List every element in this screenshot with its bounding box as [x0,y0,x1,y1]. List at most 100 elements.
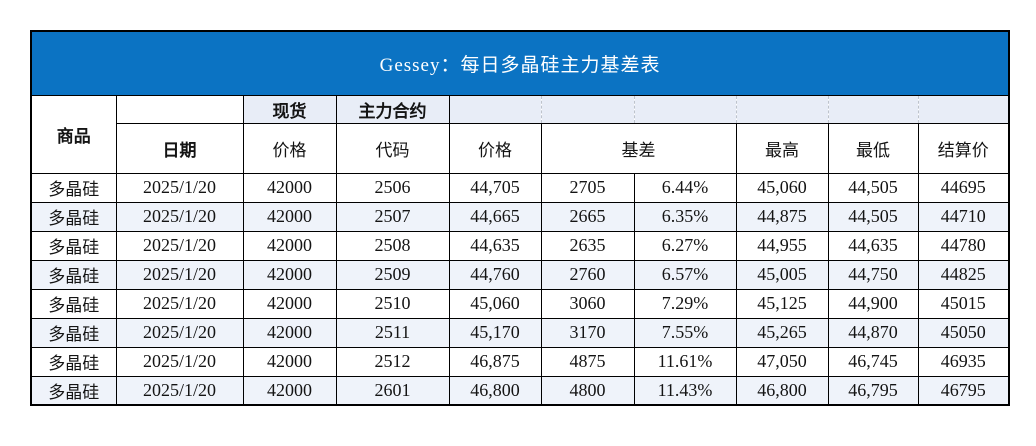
header-blank-above-settle [917,94,1010,124]
cell-basis-pct: 11.61% [633,346,737,377]
cell-commodity: 多晶硅 [30,375,117,406]
header-code: 代码 [335,122,450,174]
cell-basis: 2760 [540,259,635,290]
table-row: 多晶硅 2025/1/20 42000 2511 45,170 3170 7.5… [30,317,1010,348]
cell-spot-price: 42000 [242,346,337,377]
cell-code: 2512 [335,346,450,377]
cell-settle: 44825 [917,259,1010,290]
header-blank-above-high [735,94,829,124]
cell-high: 45,060 [735,172,829,203]
cell-date: 2025/1/20 [115,346,244,377]
cell-settle: 46795 [917,375,1010,406]
cell-basis: 2635 [540,230,635,261]
cell-code: 2511 [335,317,450,348]
cell-low: 44,505 [827,172,919,203]
table-row: 多晶硅 2025/1/20 42000 2510 45,060 3060 7.2… [30,288,1010,319]
cell-basis-pct: 6.35% [633,201,737,232]
header-price: 价格 [448,122,542,174]
page-title: Gessey：每日多晶硅主力基差表 [30,30,1010,96]
table-row: 多晶硅 2025/1/20 42000 2508 44,635 2635 6.2… [30,230,1010,261]
cell-commodity: 多晶硅 [30,201,117,232]
cell-basis-pct: 11.43% [633,375,737,406]
cell-date: 2025/1/20 [115,288,244,319]
cell-code: 2509 [335,259,450,290]
cell-settle: 44710 [917,201,1010,232]
cell-settle: 44780 [917,230,1010,261]
table-row: 多晶硅 2025/1/20 42000 2601 46,800 4800 11.… [30,375,1010,406]
cell-spot-price: 42000 [242,201,337,232]
cell-price: 44,760 [448,259,542,290]
cell-basis: 4875 [540,346,635,377]
cell-high: 45,005 [735,259,829,290]
cell-basis-pct: 6.57% [633,259,737,290]
header-spot-group: 现货 [242,94,337,124]
cell-basis: 3170 [540,317,635,348]
table-row: 多晶硅 2025/1/20 42000 2506 44,705 2705 6.4… [30,172,1010,203]
cell-price: 44,665 [448,201,542,232]
cell-settle: 45050 [917,317,1010,348]
header-blank-above-low [827,94,919,124]
header-blank-above-basis-pct [633,94,737,124]
header-group-row: 商品 现货 主力合约 [30,94,1010,174]
basis-table: Gessey：每日多晶硅主力基差表 商品 现货 主力合约 日期 价格 代码 价格… [30,30,1011,406]
cell-high: 45,125 [735,288,829,319]
cell-code: 2506 [335,172,450,203]
cell-basis-pct: 7.29% [633,288,737,319]
header-high: 最高 [735,122,829,174]
cell-high: 47,050 [735,346,829,377]
cell-low: 46,745 [827,346,919,377]
cell-code: 2507 [335,201,450,232]
table-row: 多晶硅 2025/1/20 42000 2509 44,760 2760 6.5… [30,259,1010,290]
cell-price: 44,705 [448,172,542,203]
header-settle: 结算价 [917,122,1010,174]
cell-settle: 44695 [917,172,1010,203]
cell-high: 46,800 [735,375,829,406]
table-row: 多晶硅 2025/1/20 42000 2512 46,875 4875 11.… [30,346,1010,377]
header-low: 最低 [827,122,919,174]
table-row: 多晶硅 2025/1/20 42000 2507 44,665 2665 6.3… [30,201,1010,232]
cell-date: 2025/1/20 [115,375,244,406]
cell-commodity: 多晶硅 [30,288,117,319]
cell-commodity: 多晶硅 [30,230,117,261]
cell-spot-price: 42000 [242,288,337,319]
cell-high: 44,875 [735,201,829,232]
cell-low: 44,635 [827,230,919,261]
cell-date: 2025/1/20 [115,201,244,232]
daily-basis-report: Gessey：每日多晶硅主力基差表 商品 现货 主力合约 日期 价格 代码 价格… [30,30,1011,406]
cell-basis: 3060 [540,288,635,319]
cell-high: 45,265 [735,317,829,348]
cell-code: 2510 [335,288,450,319]
header-date: 日期 [115,122,244,174]
cell-spot-price: 42000 [242,317,337,348]
cell-commodity: 多晶硅 [30,259,117,290]
cell-basis: 2705 [540,172,635,203]
cell-basis-pct: 6.27% [633,230,737,261]
cell-settle: 45015 [917,288,1010,319]
header-row: 日期 价格 代码 价格 基差 最高 最低 结算价 [31,122,1010,174]
header-commodity: 商品 [30,94,117,174]
cell-price: 46,800 [448,375,542,406]
cell-low: 44,505 [827,201,919,232]
header-main-contract-group: 主力合约 [335,94,450,124]
cell-price: 45,060 [448,288,542,319]
cell-price: 44,635 [448,230,542,261]
header-blank-above-date [115,94,244,124]
header-blank-above-price [448,94,542,124]
title-banner: Gessey：每日多晶硅主力基差表 [30,30,1010,96]
cell-code: 2508 [335,230,450,261]
cell-date: 2025/1/20 [115,230,244,261]
cell-commodity: 多晶硅 [30,317,117,348]
cell-commodity: 多晶硅 [30,346,117,377]
header-blank-above-basis [540,94,635,124]
header-basis: 基差 [540,122,737,174]
cell-date: 2025/1/20 [115,172,244,203]
cell-low: 44,870 [827,317,919,348]
cell-basis-pct: 7.55% [633,317,737,348]
cell-basis: 2665 [540,201,635,232]
cell-basis-pct: 6.44% [633,172,737,203]
cell-commodity: 多晶硅 [30,172,117,203]
cell-high: 44,955 [735,230,829,261]
cell-spot-price: 42000 [242,172,337,203]
cell-low: 44,750 [827,259,919,290]
cell-low: 44,900 [827,288,919,319]
